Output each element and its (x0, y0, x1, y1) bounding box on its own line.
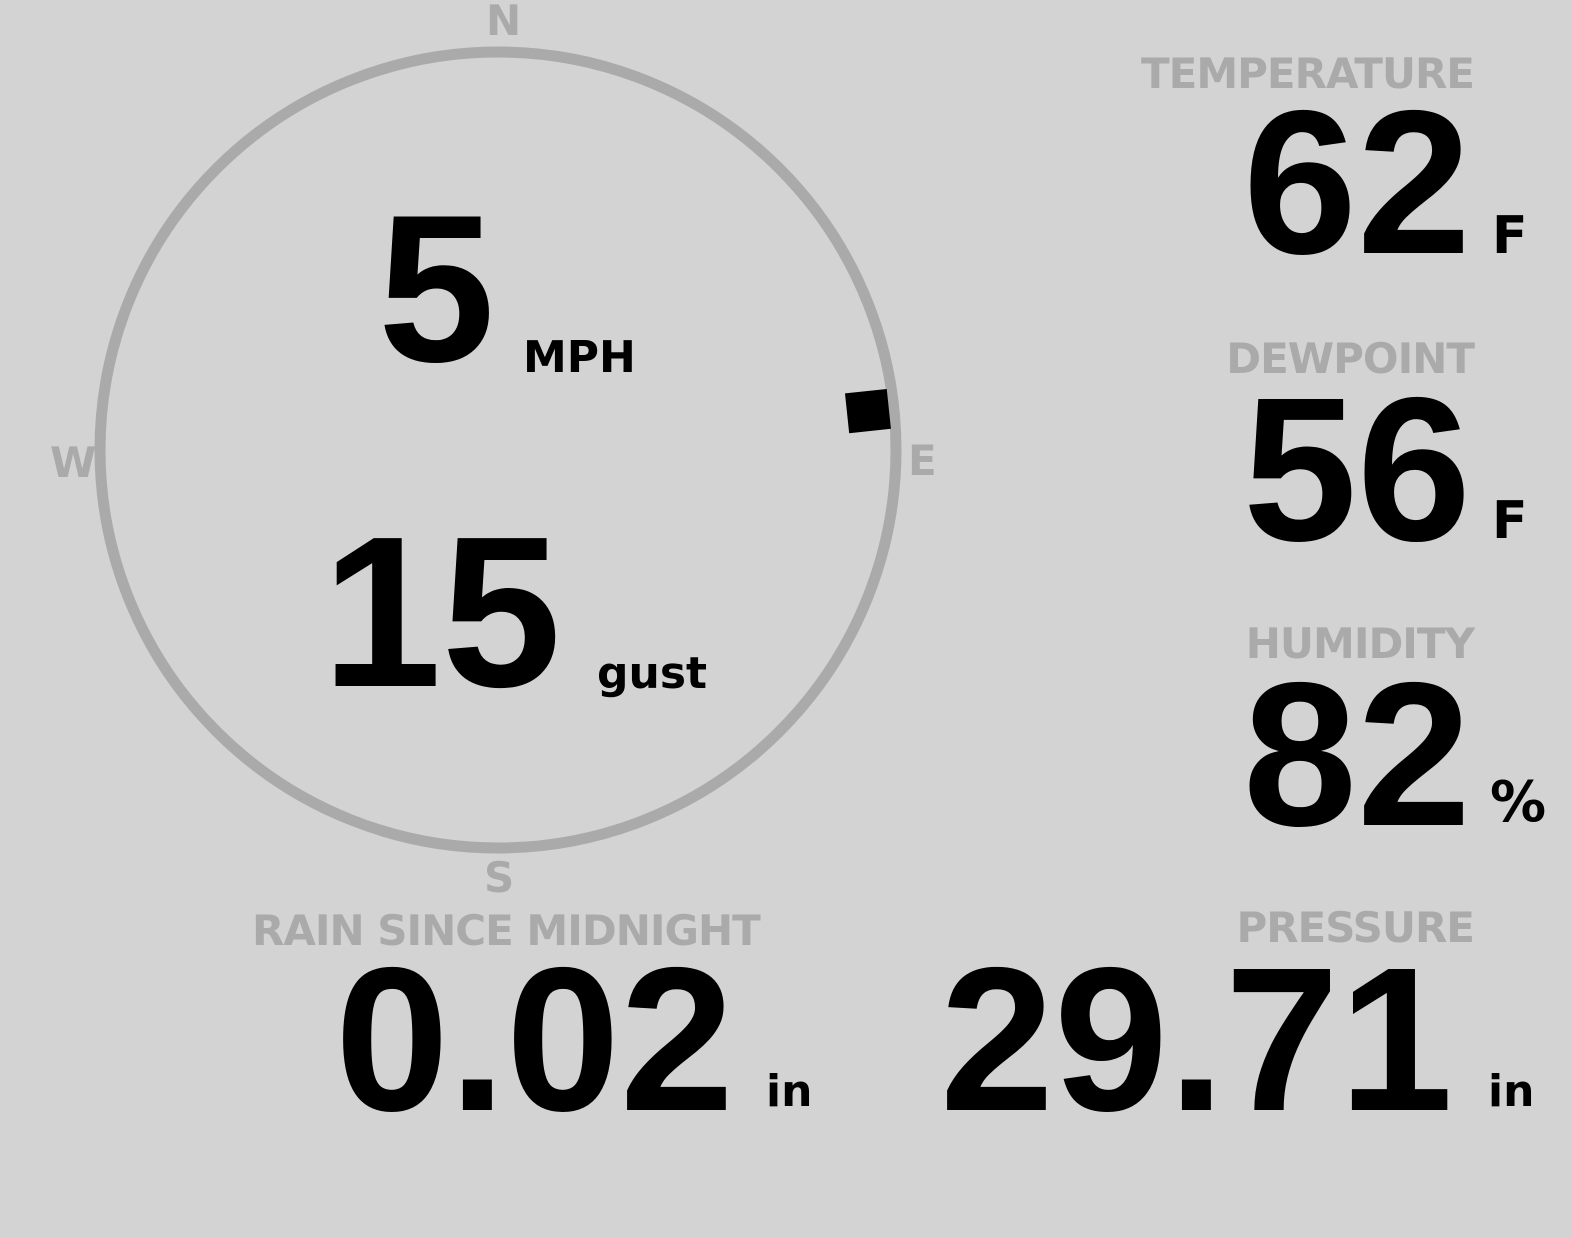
rain-unit: in (766, 1066, 813, 1117)
wind-speed-unit: MPH (523, 332, 636, 383)
temperature-label: TEMPERATURE (1141, 49, 1475, 98)
compass-south-label: S (484, 853, 515, 902)
humidity-unit: % (1490, 770, 1547, 835)
rain-label: RAIN SINCE MIDNIGHT (252, 906, 761, 955)
pressure-value: 29.71 (940, 925, 1454, 1154)
wind-direction-marker (844, 389, 891, 434)
dewpoint-value: 56 (1243, 355, 1472, 584)
compass-west-label: W (50, 438, 97, 487)
humidity-label: HUMIDITY (1245, 619, 1475, 668)
rain-value: 0.02 (335, 925, 734, 1154)
compass-ring (94, 46, 902, 854)
compass-east-label: E (908, 436, 937, 485)
pressure-label: PRESSURE (1236, 903, 1475, 952)
compass-north-label: N (486, 0, 522, 45)
pressure-unit: in (1488, 1066, 1535, 1117)
temperature-value: 62 (1243, 68, 1472, 297)
wind-gust-unit: gust (597, 648, 708, 699)
dewpoint-unit: F (1492, 491, 1528, 551)
wind-speed-value: 5 (378, 171, 495, 406)
compass-dial (94, 46, 902, 854)
wind-gust-value: 15 (322, 491, 562, 732)
temperature-unit: F (1492, 206, 1528, 266)
dewpoint-label: DEWPOINT (1226, 334, 1475, 383)
humidity-value: 82 (1243, 640, 1472, 869)
